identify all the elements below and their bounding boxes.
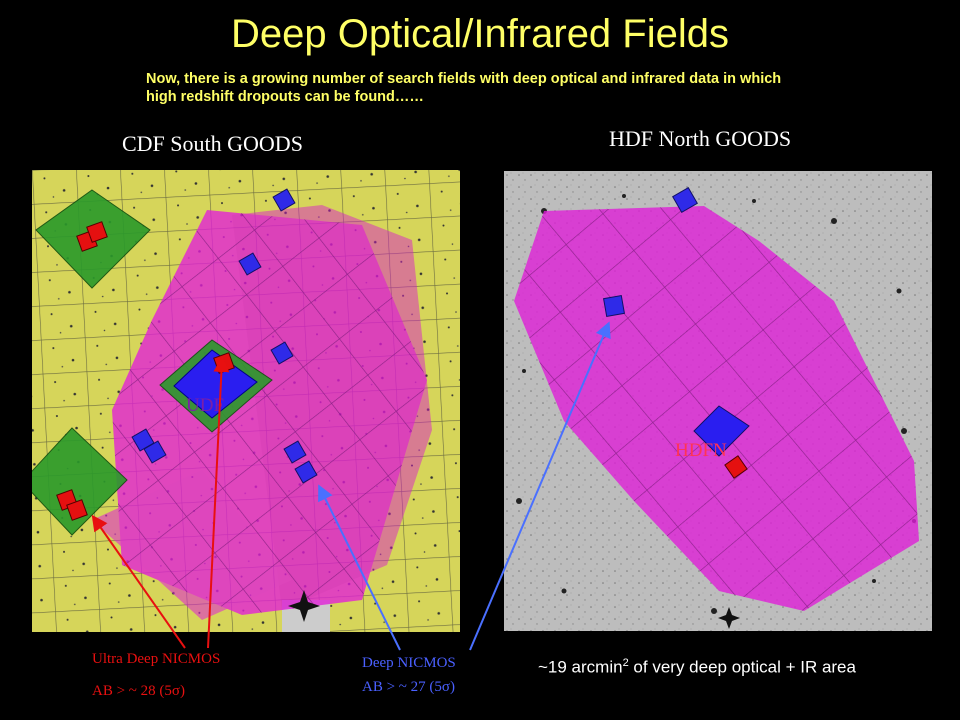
hdfn-label: HDFN <box>675 440 727 461</box>
hdf-north-title: HDF North GOODS <box>609 126 792 151</box>
ultra-deep-nicmos-depth: AB > ~ 28 (5σ) <box>92 683 185 699</box>
bright-star <box>288 590 320 622</box>
arrow-to-ultra-deep-bottom <box>91 514 186 649</box>
bright-star-right <box>718 607 740 629</box>
arrow-to-deep-right <box>469 321 611 651</box>
acs-grid-lines <box>112 210 427 615</box>
deep-nicmos-pointings-right <box>602 187 750 457</box>
slide-subtitle: Now, there is a growing number of search… <box>146 71 782 105</box>
area-note-exponent: 2 <box>622 657 629 669</box>
slide-title: Deep Optical/Infrared Fields <box>230 12 729 56</box>
arrow-to-deep-left <box>318 484 401 651</box>
nicmos-udf-blue <box>173 349 258 419</box>
background-galaxies <box>516 194 916 614</box>
ultra-deep-nicmos-label: Ultra Deep NICMOS <box>92 651 221 667</box>
udf-label: UDF <box>186 395 225 416</box>
green-field-bottom <box>32 427 128 536</box>
arrow-to-ultra-deep-udf <box>207 356 230 649</box>
ultra-deep-nicmos-pointing-right <box>724 455 748 479</box>
deep-nicmos-pointings-left <box>131 188 318 484</box>
deep-nicmos-label: Deep NICMOS <box>362 655 456 671</box>
cdf-south-title: CDF South GOODS <box>122 131 303 156</box>
area-note-prefix: ~19 arcmin <box>538 657 623 677</box>
cdf-south-image <box>32 170 460 632</box>
deep-nicmos-depth: AB > ~ 27 (5σ) <box>362 679 455 695</box>
area-note-suffix: of very deep optical + IR area <box>628 657 856 677</box>
area-note: ~19 arcmin2 of very deep optical + IR ar… <box>538 657 856 678</box>
